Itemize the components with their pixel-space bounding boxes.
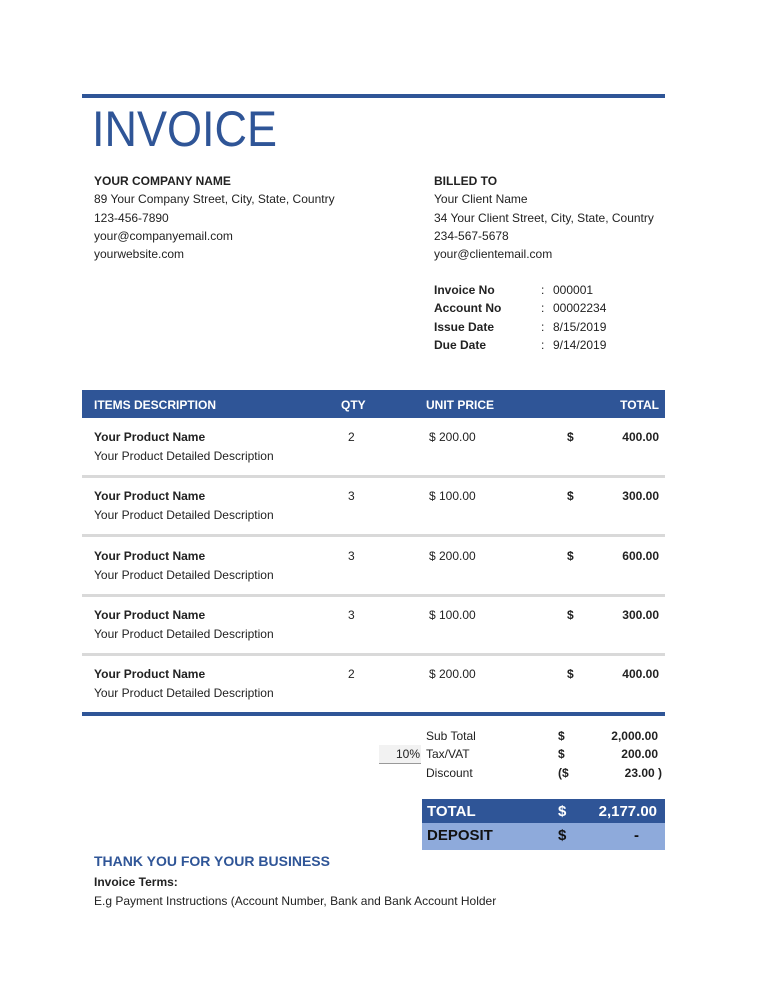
table-row: Your Product Name Your Product Detailed … [82, 597, 665, 656]
total-label: TOTAL [427, 803, 476, 820]
product-qty: 3 [348, 489, 355, 504]
table-row: Your Product Name Your Product Detailed … [82, 656, 665, 715]
product-total: 300.00 [622, 489, 659, 504]
company-name: YOUR COMPANY NAME [94, 174, 231, 188]
product-description: Your Product Detailed Description [94, 449, 274, 463]
product-qty: 3 [348, 607, 355, 622]
header-total: TOTAL [620, 398, 659, 412]
tax-rate-cell[interactable] [379, 745, 421, 764]
discount-value: 23.00 ) [624, 766, 662, 780]
billed-to-label: BILLED TO [434, 174, 498, 188]
deposit-currency: $ [558, 827, 567, 844]
product-description: Your Product Detailed Description [94, 567, 274, 582]
meta-row: Due Date : 9/14/2019 [434, 336, 674, 354]
client-email: your@clientemail.com [434, 247, 553, 262]
company-block: YOUR COMPANY NAME 89 Your Company Street… [94, 172, 335, 263]
product-total: 300.00 [622, 607, 659, 622]
header-qty: QTY [341, 398, 366, 412]
product-qty: 2 [348, 430, 355, 444]
product-description: Your Product Detailed Description [94, 508, 274, 523]
meta-row: Invoice No : 000001 [434, 281, 674, 299]
product-name: Your Product Name [94, 548, 206, 563]
product-currency: $ [567, 489, 574, 504]
company-address: 89 Your Company Street, City, State, Cou… [94, 192, 335, 207]
meta-separator: : [541, 319, 545, 334]
subtotal-value: 2,000.00 [611, 729, 658, 743]
product-currency: $ [567, 548, 574, 563]
product-qty: 3 [348, 548, 355, 563]
bottom-rule [82, 712, 665, 716]
tax-label: Tax/VAT [426, 747, 470, 761]
subtotal-currency: $ [558, 729, 565, 743]
header-description: ITEMS DESCRIPTION [94, 398, 217, 412]
row-separator [82, 475, 665, 478]
product-description: Your Product Detailed Description [94, 626, 274, 641]
terms-text: E.g Payment Instructions (Account Number… [94, 894, 497, 908]
product-qty: 2 [348, 667, 355, 682]
meta-separator: : [541, 337, 545, 352]
subtotal-label: Sub Total [426, 729, 476, 743]
discount-currency: ($ [558, 766, 569, 780]
company-email: your@companyemail.com [94, 228, 233, 243]
meta-row: Issue Date : 8/15/2019 [434, 318, 674, 336]
product-description: Your Product Detailed Description [94, 686, 274, 701]
product-unit-price: $ 100.00 [429, 607, 476, 622]
product-total: 400.00 [622, 667, 659, 682]
terms-label: Invoice Terms: [94, 875, 178, 889]
thank-you-message: THANK YOU FOR YOUR BUSINESS [94, 853, 330, 869]
meta-value: 000001 [553, 283, 594, 297]
company-website: yourwebsite.com [94, 247, 185, 262]
table-row: Your Product Name Your Product Detailed … [82, 419, 665, 478]
meta-row: Account No : 00002234 [434, 299, 674, 317]
meta-separator: : [541, 301, 545, 316]
product-total: 400.00 [622, 430, 659, 444]
product-name: Your Product Name [94, 667, 206, 682]
meta-label: Account No [434, 301, 502, 316]
product-unit-price: $ 200.00 [429, 430, 476, 444]
top-rule [82, 94, 665, 98]
table-header: ITEMS DESCRIPTION QTY UNIT PRICE TOTAL [82, 390, 665, 418]
row-separator [82, 652, 665, 656]
meta-value: 9/14/2019 [553, 337, 607, 352]
meta-label: Invoice No [434, 283, 495, 297]
client-address: 34 Your Client Street, City, State, Coun… [434, 210, 654, 225]
tax-value: 200.00 [621, 747, 658, 761]
total-value: 2,177.00 [598, 803, 657, 820]
header-unit-price: UNIT PRICE [426, 398, 495, 412]
row-separator [82, 593, 665, 597]
tax-rate: 10% [395, 747, 420, 761]
deposit-label: DEPOSIT [427, 827, 493, 844]
product-name: Your Product Name [94, 430, 206, 444]
meta-value: 8/15/2019 [553, 319, 607, 334]
meta-label: Due Date [434, 337, 487, 352]
company-phone: 123-456-7890 [94, 210, 169, 225]
product-currency: $ [567, 607, 574, 622]
client-phone: 234-567-5678 [434, 228, 509, 243]
product-name: Your Product Name [94, 489, 206, 504]
deposit-box: DEPOSIT $ - [422, 823, 665, 850]
discount-label: Discount [426, 766, 473, 780]
tax-currency: $ [558, 747, 565, 761]
meta-value: 00002234 [553, 301, 607, 316]
product-currency: $ [567, 430, 574, 444]
table-row: Your Product Name Your Product Detailed … [82, 538, 665, 597]
deposit-value: - [634, 827, 639, 844]
product-unit-price: $ 200.00 [429, 667, 476, 682]
invoice-title: INVOICE [92, 101, 278, 157]
product-total: 600.00 [622, 548, 659, 563]
client-name: Your Client Name [434, 192, 528, 207]
table-row: Your Product Name Your Product Detailed … [82, 478, 665, 538]
total-currency: $ [558, 803, 567, 820]
product-currency: $ [567, 667, 574, 682]
product-name: Your Product Name [94, 607, 206, 622]
billed-to-block: BILLED TO Your Client Name 34 Your Clien… [434, 172, 654, 263]
meta-label: Issue Date [434, 319, 495, 334]
row-separator [82, 534, 665, 538]
total-box: TOTAL $ 2,177.00 [422, 799, 665, 823]
product-unit-price: $ 200.00 [429, 548, 476, 563]
invoice-meta: Invoice No : 000001 Account No : 00002234… [434, 281, 674, 354]
product-unit-price: $ 100.00 [429, 489, 476, 504]
meta-separator: : [541, 283, 545, 297]
